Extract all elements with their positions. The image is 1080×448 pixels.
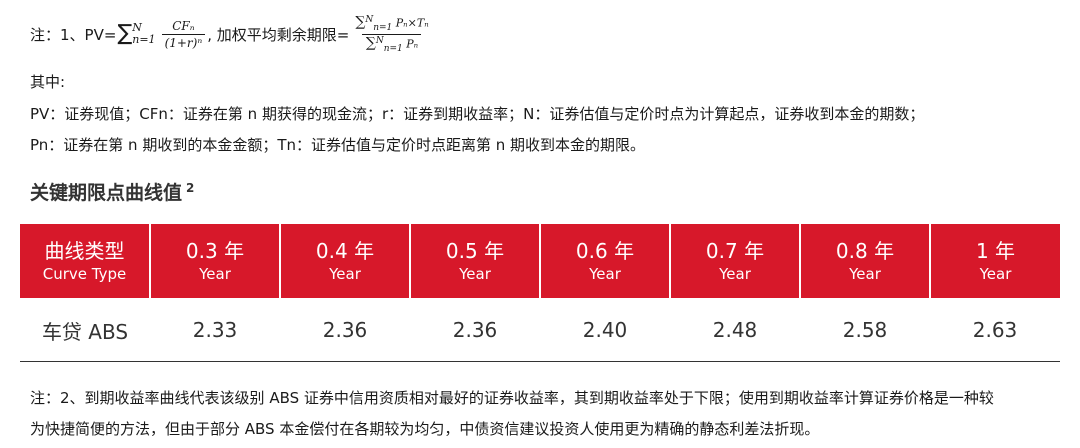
footnote-marker: 2 bbox=[186, 180, 195, 195]
table-cell: 2.58 bbox=[842, 318, 888, 342]
pn-definition: Pn：证券在第 n 期收到的本金金额；Tn：证券估值与定价时点距离第 n 期收到… bbox=[30, 136, 646, 154]
header-top: 0.6 年 bbox=[575, 239, 635, 263]
header-0.5y: 0.5 年 Year bbox=[410, 224, 541, 298]
header-top: 0.8 年 bbox=[835, 239, 895, 263]
header-0.4y: 0.4 年 Year bbox=[280, 224, 411, 298]
note2-line2: 为快捷简便的方法，但由于部分 ABS 本金偿付在各期较为均匀，中债资信建议投资人… bbox=[30, 420, 820, 438]
formula-prefix: 注：1、PV= bbox=[30, 25, 117, 44]
section-title-text: 关键期限点曲线值 bbox=[30, 182, 183, 204]
header-bottom: Year bbox=[459, 265, 491, 283]
header-0.6y: 0.6 年 Year bbox=[540, 224, 671, 298]
summation-limits: N n=1 bbox=[132, 22, 155, 45]
table-row: 车贷 ABS 2.33 2.36 2.36 2.40 2.48 2.58 2.6… bbox=[20, 298, 1060, 362]
summation-upper: N bbox=[132, 21, 142, 35]
formula-note: 注：1、PV= ∑ N n=1 CFₙ (1+r)ⁿ , 加权平均剩余期限= ∑… bbox=[30, 10, 1070, 58]
formula-middle: , 加权平均剩余期限= bbox=[207, 25, 350, 44]
where-label: 其中: bbox=[30, 73, 66, 91]
header-1y: 1 年 Year bbox=[930, 224, 1060, 298]
denominator-upper: N bbox=[375, 35, 384, 46]
denominator-body: Pₙ bbox=[406, 37, 419, 51]
table-cell: 2.36 bbox=[322, 318, 368, 342]
header-bottom: Year bbox=[719, 265, 751, 283]
numerator-upper: N bbox=[365, 14, 374, 25]
table-bottom-rule bbox=[20, 361, 1060, 362]
header-top: 0.3 年 bbox=[185, 239, 245, 263]
header-0.7y: 0.7 年 Year bbox=[670, 224, 801, 298]
wal-denominator: ∑Nn=1 Pₙ bbox=[361, 33, 422, 54]
note2-line1: 注：2、到期收益率曲线代表该级别 ABS 证券中信用资质相对最好的证券收益率，其… bbox=[30, 389, 994, 407]
table-cell: 2.48 bbox=[712, 318, 758, 342]
table-cell: 2.40 bbox=[582, 318, 628, 342]
header-top: 0.4 年 bbox=[315, 239, 375, 263]
header-top: 1 年 bbox=[975, 239, 1016, 263]
summation-symbol: ∑ bbox=[365, 35, 376, 52]
header-top: 0.5 年 bbox=[445, 239, 505, 263]
summation-symbol: ∑ bbox=[355, 14, 366, 31]
section-title: 关键期限点曲线值 2 bbox=[30, 178, 194, 205]
header-bottom: Year bbox=[979, 265, 1012, 283]
header-top: 曲线类型 bbox=[44, 239, 125, 263]
summation-lower: n=1 bbox=[132, 33, 156, 46]
header-top: 0.7 年 bbox=[705, 239, 765, 263]
table-cell: 2.63 bbox=[972, 318, 1018, 342]
header-bottom: Year bbox=[199, 265, 231, 283]
numerator-lower: n=1 bbox=[373, 22, 393, 33]
header-bottom: Year bbox=[849, 265, 881, 283]
header-0.8y: 0.8 年 Year bbox=[800, 224, 931, 298]
wal-fraction: ∑Nn=1 Pₙ×Tₙ ∑Nn=1 Pₙ bbox=[351, 15, 431, 54]
header-0.3y: 0.3 年 Year bbox=[150, 224, 281, 298]
header-curve-type: 曲线类型 Curve Type bbox=[20, 224, 151, 298]
table-cell: 2.33 bbox=[192, 318, 238, 342]
denominator-lower: n=1 bbox=[383, 43, 403, 54]
pv-definition: PV：证券现值；CFn：证券在第 n 期获得的现金流；r：证券到期收益率；N：证… bbox=[30, 105, 925, 123]
pv-fraction: CFₙ (1+r)ⁿ bbox=[161, 18, 206, 50]
row-label: 车贷 ABS bbox=[41, 319, 129, 344]
pv-denominator: (1+r)ⁿ bbox=[161, 33, 206, 50]
header-bottom: Curve Type bbox=[42, 265, 127, 283]
header-bottom: Year bbox=[329, 265, 361, 283]
summation-symbol: ∑ bbox=[117, 21, 133, 46]
numerator-body: Pₙ×Tₙ bbox=[395, 16, 429, 30]
table-cell: 2.36 bbox=[452, 318, 498, 342]
wal-numerator: ∑Nn=1 Pₙ×Tₙ bbox=[351, 15, 431, 34]
curve-table: 曲线类型 Curve Type 0.3 年 Year 0.4 年 Year 0.5 年… bbox=[20, 224, 1060, 362]
table-header-row: 曲线类型 Curve Type 0.3 年 Year 0.4 年 Year 0.5 年… bbox=[20, 224, 1060, 298]
pv-numerator: CFₙ bbox=[172, 18, 195, 33]
header-bottom: Year bbox=[589, 265, 621, 283]
